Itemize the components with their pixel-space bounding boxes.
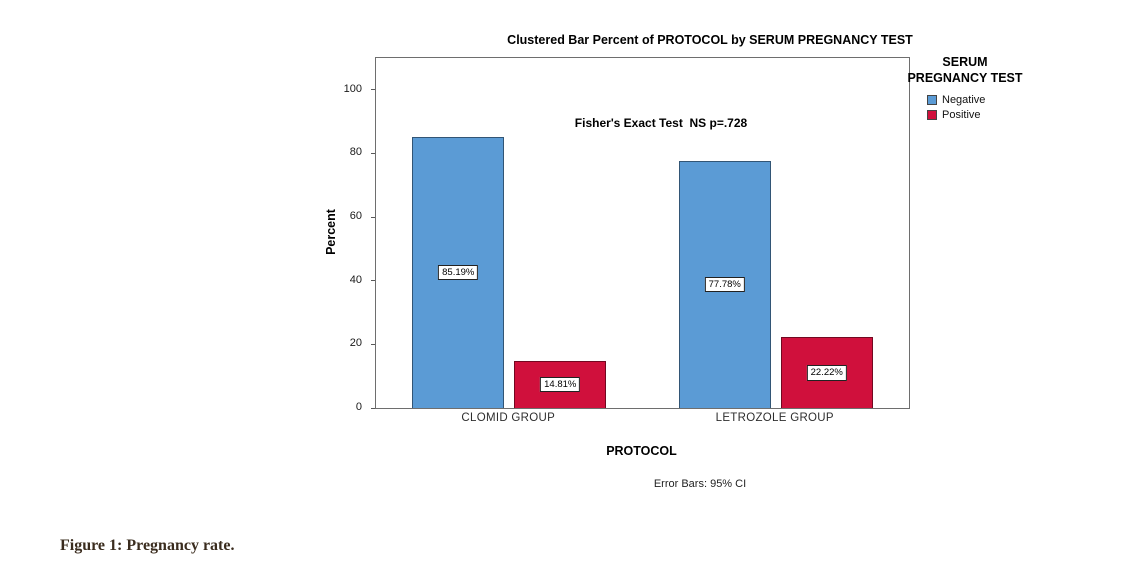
legend-label: Negative [942, 94, 986, 107]
y-tick-label: 40 [349, 273, 362, 286]
x-axis-title: PROTOCOL [606, 444, 677, 458]
legend-item-positive: Positive [927, 109, 1025, 121]
legend: SERUM PREGNANCY TEST Negative Positive [905, 55, 1025, 124]
legend-label: Positive [942, 109, 981, 122]
error-bars-footnote: Error Bars: 95% CI [653, 478, 747, 490]
bar-value-label: 77.78% [704, 276, 745, 293]
y-tick-label: 100 [343, 82, 362, 95]
y-tick-mark [371, 216, 375, 218]
y-tick-mark [371, 89, 375, 91]
legend-swatch-icon [927, 110, 937, 121]
y-tick-mark [371, 343, 375, 345]
bar-value-label: 22.22% [806, 365, 847, 381]
y-tick-mark [371, 280, 375, 282]
y-tick-mark [371, 407, 375, 409]
y-tick-label: 60 [349, 210, 362, 223]
x-axis-labels: CLOMID GROUP LETROZOLE GROUP [375, 412, 908, 428]
plot-area: Fisher's Exact Test NS p=.728 85.19% 14.8… [371, 57, 910, 409]
y-axis-ticks: 0 20 40 60 80 100 [330, 57, 372, 413]
stat-annotation: Fisher's Exact Test NS p=.728 [574, 116, 748, 130]
chart-title: Clustered Bar Percent of PROTOCOL by SER… [507, 33, 913, 47]
y-tick-label: 20 [349, 337, 362, 350]
y-tick-mark [371, 152, 375, 154]
bar-value-label: 85.19% [438, 265, 479, 281]
x-category-label: CLOMID GROUP [461, 412, 556, 424]
legend-title: SERUM PREGNANCY TEST [907, 55, 1023, 85]
y-tick-label: 0 [355, 401, 362, 413]
legend-item-negative: Negative [927, 94, 1025, 106]
legend-items: Negative Positive [905, 94, 1025, 121]
bar-value-label: 14.81% [540, 377, 581, 393]
legend-swatch-icon [927, 95, 937, 106]
figure-caption: Figure 1: Pregnancy rate. [60, 537, 235, 554]
x-category-label: LETROZOLE GROUP [715, 412, 834, 424]
y-tick-label: 80 [349, 146, 362, 159]
